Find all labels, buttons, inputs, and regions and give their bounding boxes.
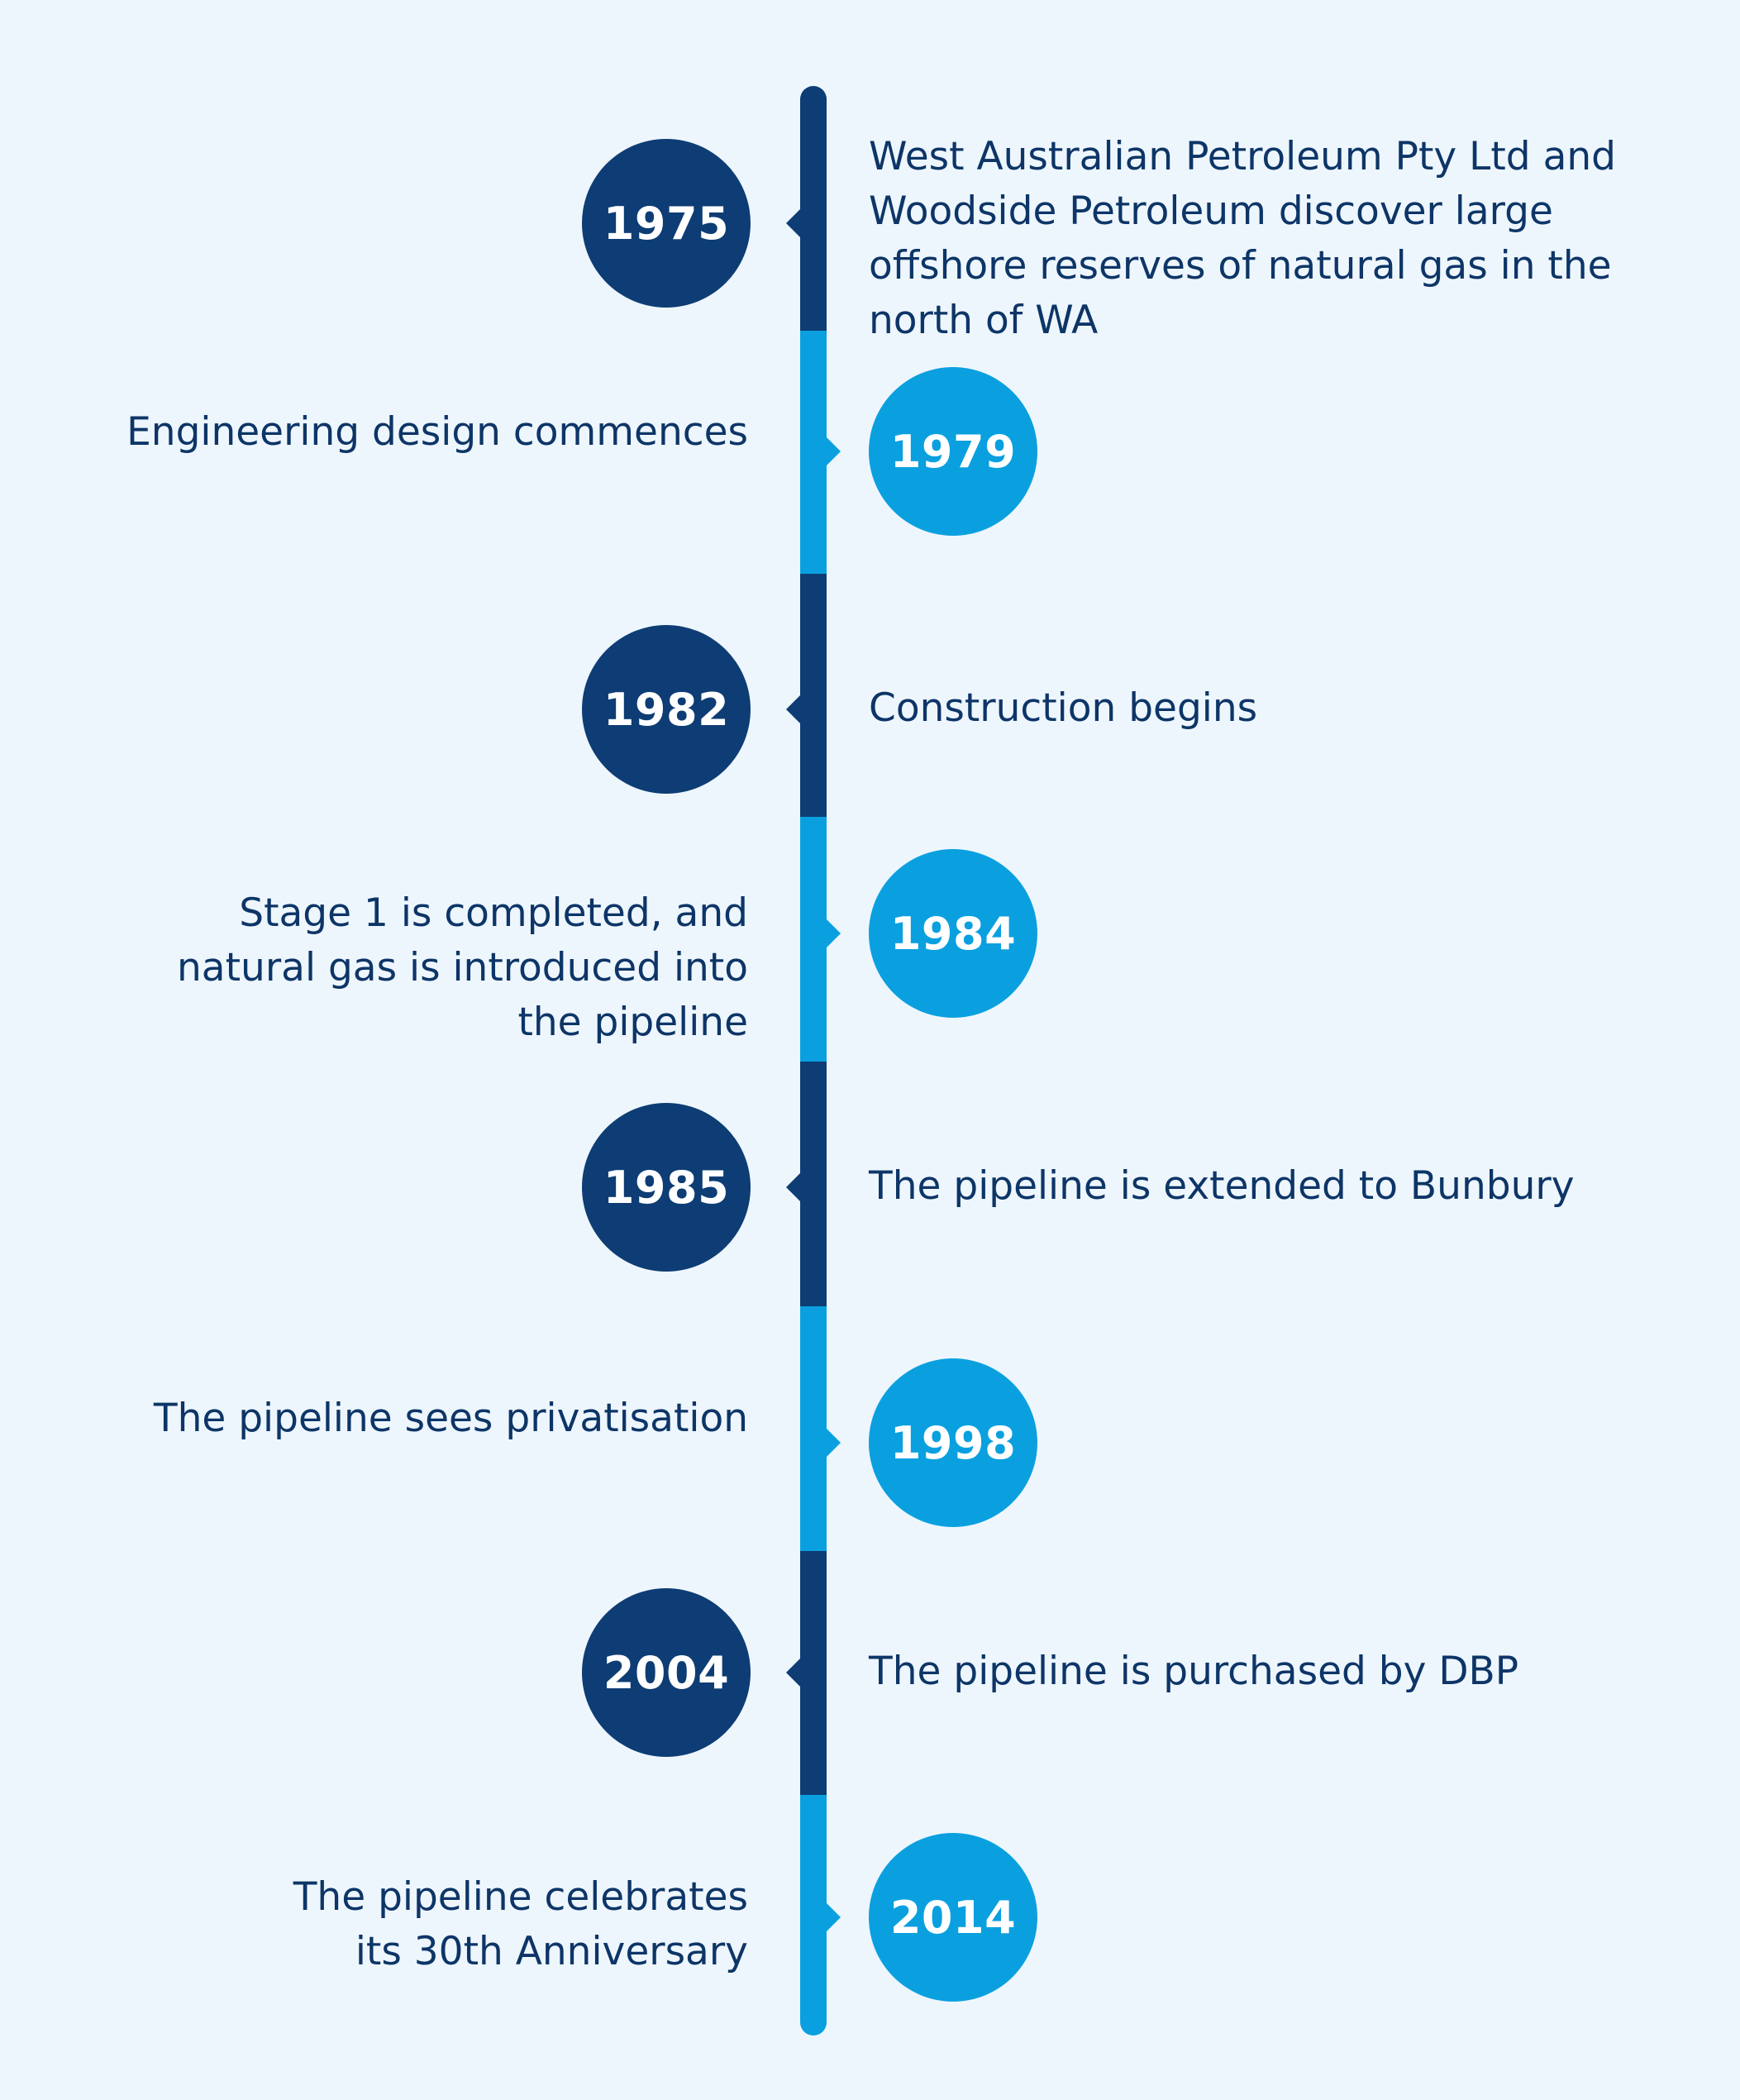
year-circle: 1979 (869, 367, 1037, 536)
notch-marker (786, 1659, 800, 1687)
notch-marker (786, 695, 800, 723)
year-circle: 1985 (582, 1103, 751, 1272)
event-description: The pipeline sees privatisation (153, 1396, 748, 1441)
event-description: Stage 1 is completed, and natural gas is… (177, 890, 748, 1045)
event-description: West Australian Petroleum Pty Ltd and Wo… (869, 134, 1616, 343)
event-description: The pipeline celebrates its 30th Anniver… (293, 1874, 748, 1974)
year-circle: 2004 (582, 1588, 751, 1757)
year-circle: 2014 (869, 1833, 1037, 2002)
timeline-segment (800, 86, 827, 331)
timeline-segment (800, 817, 827, 1062)
timeline-segment (800, 1062, 827, 1306)
timeline-segment (800, 574, 827, 817)
event-description: The pipeline is extended to Bunbury (869, 1163, 1575, 1209)
timeline-segment (800, 1795, 827, 2036)
event-description: The pipeline is purchased by DBP (869, 1649, 1519, 1694)
event-description: Engineering design commences (126, 409, 748, 455)
timeline-segment (800, 1306, 827, 1551)
notch-marker (827, 1429, 841, 1457)
notch-marker (827, 437, 841, 465)
notch-marker (786, 209, 800, 237)
event-description: Construction begins (869, 685, 1258, 731)
notch-marker (827, 919, 841, 947)
year-circle: 1975 (582, 139, 751, 308)
timeline-segment (800, 1551, 827, 1795)
year-circle: 1998 (869, 1358, 1037, 1527)
notch-marker (827, 1903, 841, 1931)
notch-marker (786, 1173, 800, 1201)
year-circle: 1984 (869, 849, 1037, 1018)
timeline-segment (800, 331, 827, 574)
year-circle: 1982 (582, 625, 751, 794)
